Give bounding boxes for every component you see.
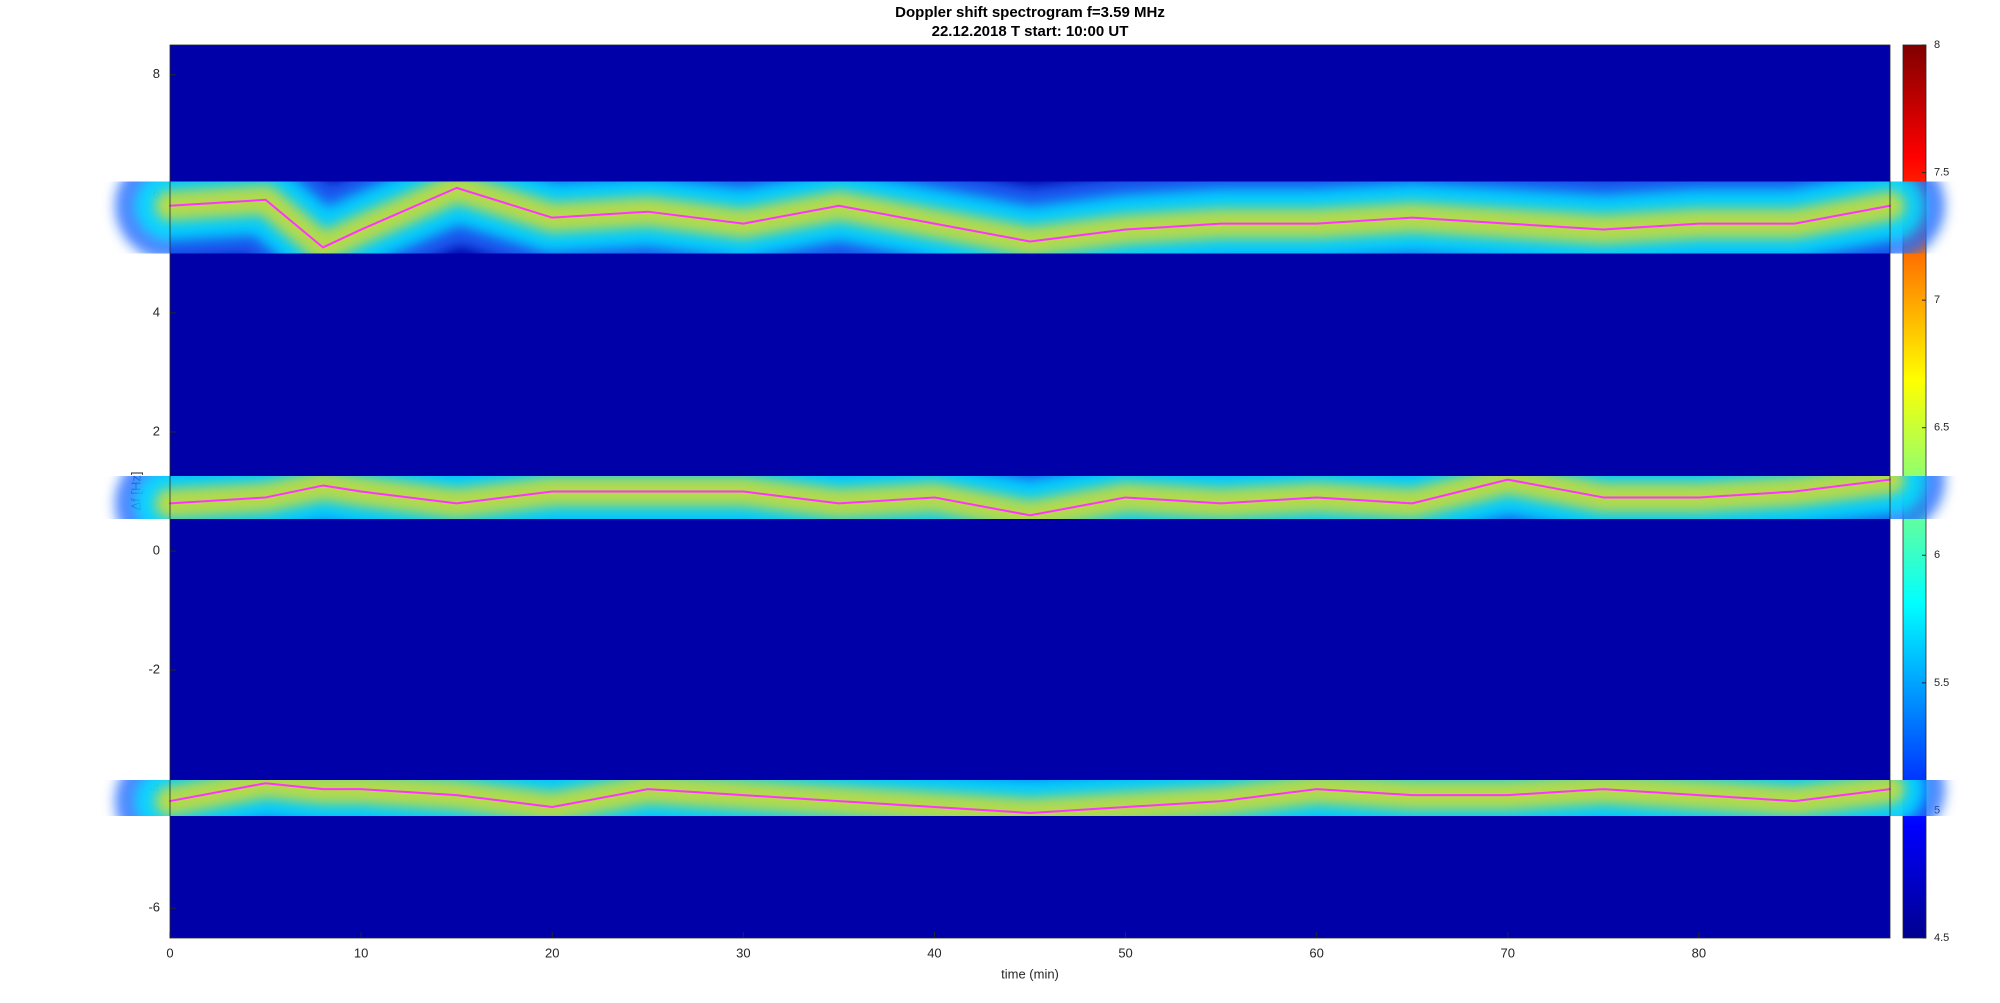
- colorbar-tick-label: 4.5: [1934, 932, 1949, 944]
- x-tick-label: 10: [354, 945, 368, 960]
- colorbar-tick-label: 7.5: [1934, 166, 1949, 178]
- y-tick-label: 4: [153, 304, 160, 319]
- y-tick-label: 8: [153, 66, 160, 81]
- x-tick-label: 70: [1501, 945, 1515, 960]
- colorbar-tick-label: 6.5: [1934, 422, 1949, 434]
- x-tick-label: 0: [166, 945, 173, 960]
- colorbar-tick-label: 6: [1934, 549, 1940, 561]
- chart-subtitle: 22.12.2018 T start: 10:00 UT: [932, 23, 1129, 40]
- y-tick-label: -6: [148, 900, 160, 915]
- chart-title: Doppler shift spectrogram f=3.59 MHz: [895, 4, 1165, 21]
- x-tick-label: 30: [736, 945, 750, 960]
- x-tick-label: 50: [1118, 945, 1132, 960]
- plot-frame: [169, 44, 1891, 939]
- band-trace: [169, 478, 1891, 517]
- colorbar-tick-label: 7: [1934, 294, 1940, 306]
- band-trace: [169, 186, 1891, 249]
- y-tick-label: 2: [153, 423, 160, 438]
- colorbar-tick-label: 8: [1934, 39, 1940, 51]
- x-tick-label: 80: [1692, 945, 1706, 960]
- y-tick-label: -2: [148, 662, 160, 677]
- colorbar-tick-label: 5.5: [1934, 677, 1949, 689]
- band-trace: [169, 782, 1891, 814]
- x-axis-label: time (min): [1001, 966, 1059, 981]
- x-tick-label: 60: [1309, 945, 1323, 960]
- x-tick-label: 20: [545, 945, 559, 960]
- x-tick-label: 40: [927, 945, 941, 960]
